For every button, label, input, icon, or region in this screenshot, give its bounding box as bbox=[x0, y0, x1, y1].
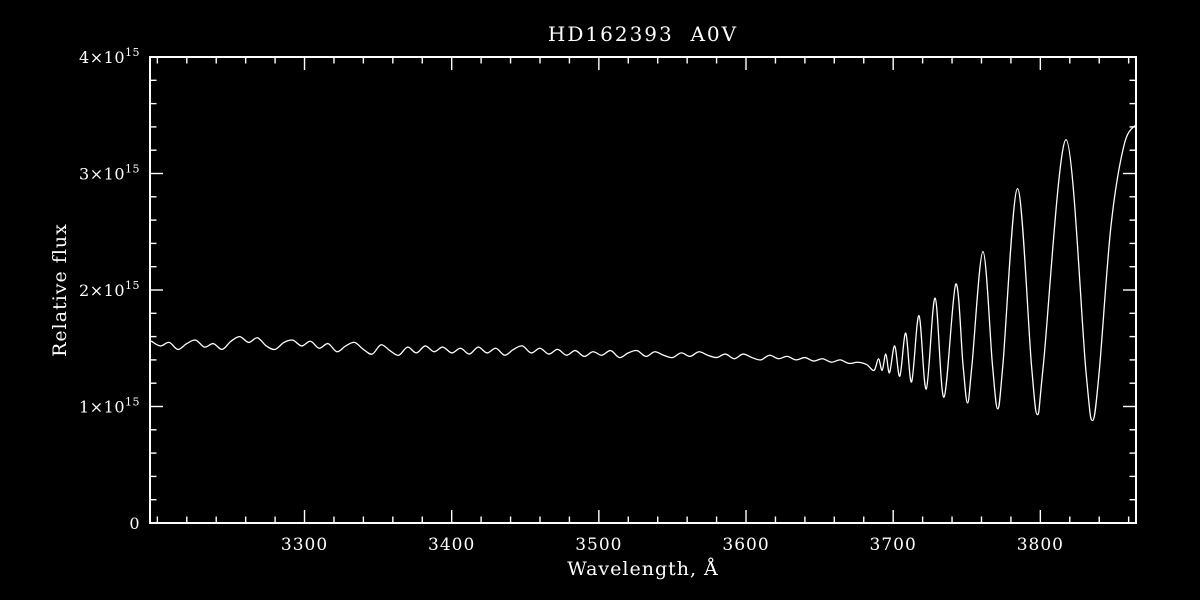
y-tick-label: 0 bbox=[129, 514, 140, 533]
x-tick-label: 3400 bbox=[428, 535, 475, 555]
x-axis-title: Wavelength, Å bbox=[567, 558, 719, 580]
x-tick-label: 3800 bbox=[1017, 535, 1064, 555]
y-tick-label: 4×1015 bbox=[79, 46, 140, 67]
chart-title: HD162393 A0V bbox=[547, 22, 739, 46]
x-tick-label: 3300 bbox=[281, 535, 328, 555]
y-tick-label: 2×1015 bbox=[79, 279, 140, 300]
x-tick-label: 3700 bbox=[870, 535, 917, 555]
x-tick-label: 3600 bbox=[722, 535, 769, 555]
axis-ticks bbox=[150, 56, 1136, 524]
x-tick-label: 3500 bbox=[575, 535, 622, 555]
y-tick-label: 1×1015 bbox=[79, 396, 140, 417]
spectrum-line bbox=[150, 123, 1136, 422]
axis-tick-labels: 3300 3400 3500 3600 3700 3800 0 1×1015 2×1015 3×1… bbox=[79, 46, 1064, 555]
y-tick-label: 3×1015 bbox=[79, 163, 140, 184]
